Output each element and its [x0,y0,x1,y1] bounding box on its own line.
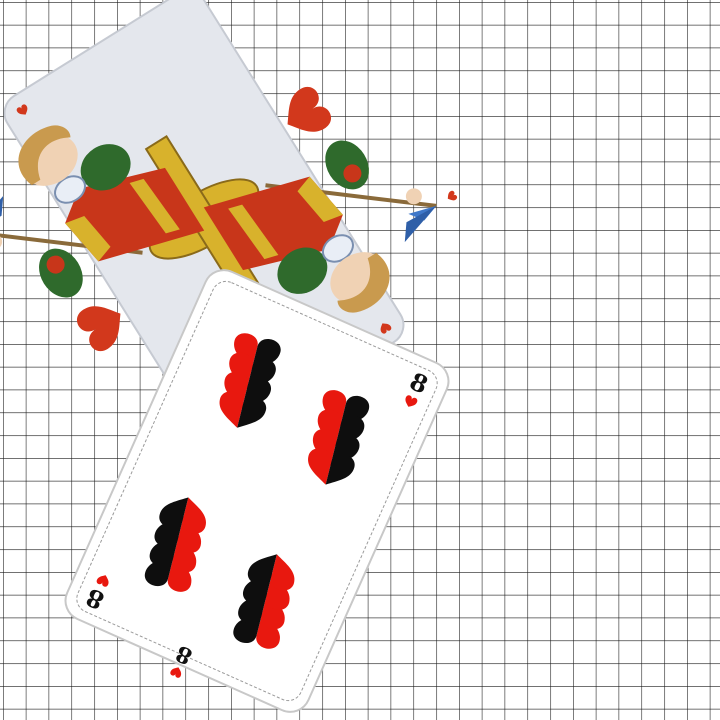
pip-card-eight-hearts[interactable]: 8 8 8 [54,264,455,720]
pip-card-face [64,269,450,713]
pip-card-inner-border [76,280,438,702]
figure-card-artwork [0,0,482,477]
